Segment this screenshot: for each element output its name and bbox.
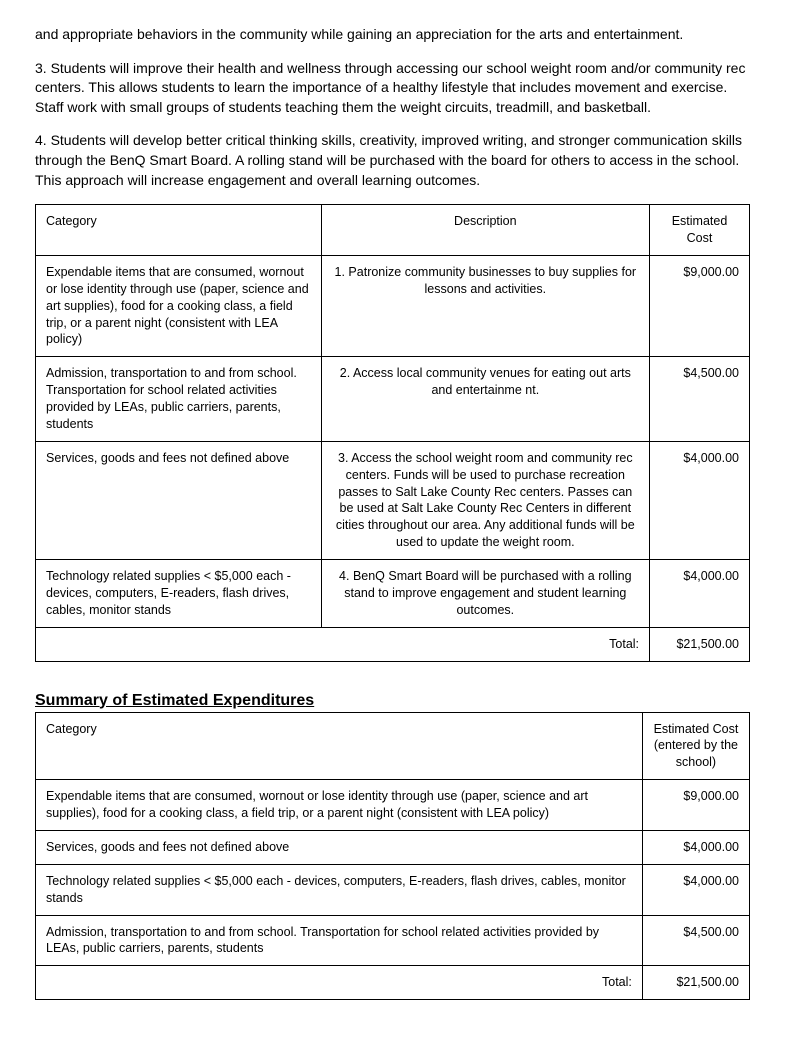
cell-category: Admission, transportation to and from sc… [36, 357, 322, 442]
cell-cost: $9,000.00 [650, 255, 750, 356]
paragraph-1: and appropriate behaviors in the communi… [35, 25, 750, 45]
table-total-row: Total: $21,500.00 [36, 627, 750, 661]
header-category: Category [36, 205, 322, 256]
expenditure-table: Category Description Estimated Cost Expe… [35, 204, 750, 661]
header-cost: Estimated Cost (entered by the school) [642, 712, 749, 780]
cell-description: 3. Access the school weight room and com… [321, 441, 649, 559]
cell-cost: $4,000.00 [642, 864, 749, 915]
table-header-row: Category Description Estimated Cost [36, 205, 750, 256]
cell-cost: $9,000.00 [642, 780, 749, 831]
paragraph-2: 3. Students will improve their health an… [35, 59, 750, 118]
cell-category: Admission, transportation to and from sc… [36, 915, 643, 966]
cell-category: Technology related supplies < $5,000 eac… [36, 864, 643, 915]
header-description: Description [321, 205, 649, 256]
table-header-row: Category Estimated Cost (entered by the … [36, 712, 750, 780]
total-label: Total: [36, 627, 650, 661]
cell-category: Services, goods and fees not defined abo… [36, 830, 643, 864]
table-row: Expendable items that are consumed, worn… [36, 255, 750, 356]
header-category: Category [36, 712, 643, 780]
cell-description: 1. Patronize community businesses to buy… [321, 255, 649, 356]
total-value: $21,500.00 [650, 627, 750, 661]
table-row: Expendable items that are consumed, worn… [36, 780, 750, 831]
table-row: Admission, transportation to and from sc… [36, 357, 750, 442]
cell-description: 2. Access local community venues for eat… [321, 357, 649, 442]
summary-table: Category Estimated Cost (entered by the … [35, 712, 750, 1001]
cell-cost: $4,000.00 [650, 441, 750, 559]
cell-cost: $4,000.00 [642, 830, 749, 864]
table-row: Technology related supplies < $5,000 eac… [36, 560, 750, 628]
cell-description: 4. BenQ Smart Board will be purchased wi… [321, 560, 649, 628]
total-label: Total: [36, 966, 643, 1000]
table-total-row: Total: $21,500.00 [36, 966, 750, 1000]
total-value: $21,500.00 [642, 966, 749, 1000]
cell-category: Expendable items that are consumed, worn… [36, 780, 643, 831]
cell-category: Expendable items that are consumed, worn… [36, 255, 322, 356]
table-row: Technology related supplies < $5,000 eac… [36, 864, 750, 915]
cell-category: Technology related supplies < $5,000 eac… [36, 560, 322, 628]
cell-cost: $4,500.00 [642, 915, 749, 966]
cell-category: Services, goods and fees not defined abo… [36, 441, 322, 559]
summary-heading: Summary of Estimated Expenditures [35, 692, 750, 710]
paragraph-3: 4. Students will develop better critical… [35, 131, 750, 190]
header-cost: Estimated Cost [650, 205, 750, 256]
cell-cost: $4,500.00 [650, 357, 750, 442]
table-row: Services, goods and fees not defined abo… [36, 441, 750, 559]
table-row: Admission, transportation to and from sc… [36, 915, 750, 966]
table-row: Services, goods and fees not defined abo… [36, 830, 750, 864]
cell-cost: $4,000.00 [650, 560, 750, 628]
